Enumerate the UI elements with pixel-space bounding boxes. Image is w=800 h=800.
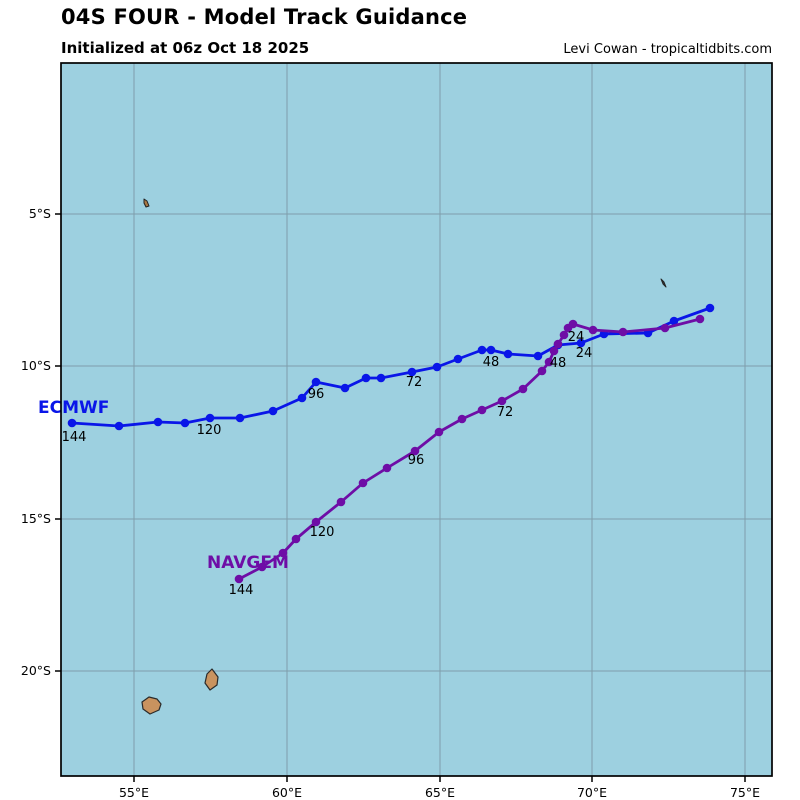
ecmwf-track-point <box>311 377 321 387</box>
navgem-track-point <box>559 330 569 340</box>
navgem-track-point <box>588 325 598 335</box>
ecmwf-hour-label: 120 <box>197 423 222 438</box>
navgem-track-point <box>336 497 346 507</box>
ecmwf-track-point <box>503 349 513 359</box>
island-mauritius <box>204 668 219 691</box>
ecmwf-track-point <box>477 345 487 355</box>
ecmwf-track-point <box>486 345 496 355</box>
navgem-track-point <box>358 478 368 488</box>
navgem-track-point <box>257 562 267 572</box>
island-small-islet-ne <box>660 278 667 288</box>
ecmwf-track-point <box>114 421 124 431</box>
y-tick-label: 20°S <box>21 663 51 678</box>
island-agalega <box>143 198 150 208</box>
y-tick-label: 5°S <box>29 206 51 221</box>
navgem-track-point <box>544 357 554 367</box>
ecmwf-hour-label: 24 <box>576 346 593 361</box>
navgem-track-point <box>518 384 528 394</box>
x-tick-label: 75°E <box>730 785 760 800</box>
track-layer <box>67 303 715 584</box>
navgem-track-point <box>291 534 301 544</box>
ecmwf-track-point <box>180 418 190 428</box>
navgem-track-point <box>457 414 467 424</box>
ecmwf-track-point <box>153 417 163 427</box>
ecmwf-track-point <box>268 406 278 416</box>
init-time-label: Initialized at 06z Oct 18 2025 <box>61 39 310 57</box>
navgem-hour-label: 120 <box>310 525 335 540</box>
x-tick-label: 65°E <box>425 785 455 800</box>
ecmwf-track-point <box>533 351 543 361</box>
ocean-background <box>61 63 772 776</box>
navgem-model-label: NAVGEM <box>207 553 289 573</box>
navgem-track-point <box>410 446 420 456</box>
navgem-hour-label: 72 <box>497 405 514 420</box>
ecmwf-hour-label: 72 <box>406 375 423 390</box>
ecmwf-track-point <box>432 362 442 372</box>
navgem-track-point <box>695 314 705 324</box>
ecmwf-model-label: ECMWF <box>38 398 109 418</box>
navgem-hour-label: 24 <box>568 330 585 345</box>
ecmwf-track-point <box>705 303 715 313</box>
navgem-hour-label: 96 <box>408 453 425 468</box>
axis-layer: 55°E 60°E 65°E 70°E 75°E 5°S 10°S 15°S 20°S <box>21 206 760 800</box>
grid-layer <box>61 63 772 776</box>
ecmwf-hour-label: 144 <box>62 430 87 445</box>
navgem-hour-label: 144 <box>229 583 254 598</box>
x-tick-label: 55°E <box>119 785 149 800</box>
navgem-track-point <box>568 319 578 329</box>
page-title: 04S FOUR - Model Track Guidance <box>61 5 468 29</box>
navgem-track-point <box>434 427 444 437</box>
navgem-track-point <box>497 396 507 406</box>
y-tick-label: 15°S <box>21 511 51 526</box>
ecmwf-track-point <box>407 367 417 377</box>
navgem-hour-label: 48 <box>550 356 567 371</box>
navgem-track-point <box>382 463 392 473</box>
ecmwf-track-point <box>340 383 350 393</box>
navgem-track-point <box>234 574 244 584</box>
x-tick-label: 60°E <box>272 785 302 800</box>
x-tick-label: 70°E <box>577 785 607 800</box>
navgem-track-point <box>618 327 628 337</box>
ecmwf-track-point <box>361 373 371 383</box>
navgem-track-point <box>537 366 547 376</box>
credit-label: Levi Cowan - tropicaltidbits.com <box>563 42 772 57</box>
ecmwf-track-point <box>453 354 463 364</box>
ecmwf-track-point <box>67 418 77 428</box>
ecmwf-track-point <box>376 373 386 383</box>
navgem-track-point <box>660 323 670 333</box>
ecmwf-track-point <box>576 338 586 348</box>
y-tick-label: 10°S <box>21 358 51 373</box>
navgem-track-point <box>549 346 559 356</box>
ecmwf-hour-label: 96 <box>308 387 325 402</box>
navgem-track-point <box>311 517 321 527</box>
ecmwf-track-point <box>205 413 215 423</box>
ecmwf-track-point <box>297 393 307 403</box>
ecmwf-track-point <box>669 316 679 326</box>
navgem-track-point <box>477 405 487 415</box>
island-reunion <box>141 696 162 715</box>
map-border <box>60 62 773 777</box>
ecmwf-track-point <box>235 413 245 423</box>
navgem-track-point <box>278 548 288 558</box>
island-layer <box>141 198 667 715</box>
navgem-track-point <box>553 339 563 349</box>
ecmwf-hour-label: 48 <box>483 355 500 370</box>
